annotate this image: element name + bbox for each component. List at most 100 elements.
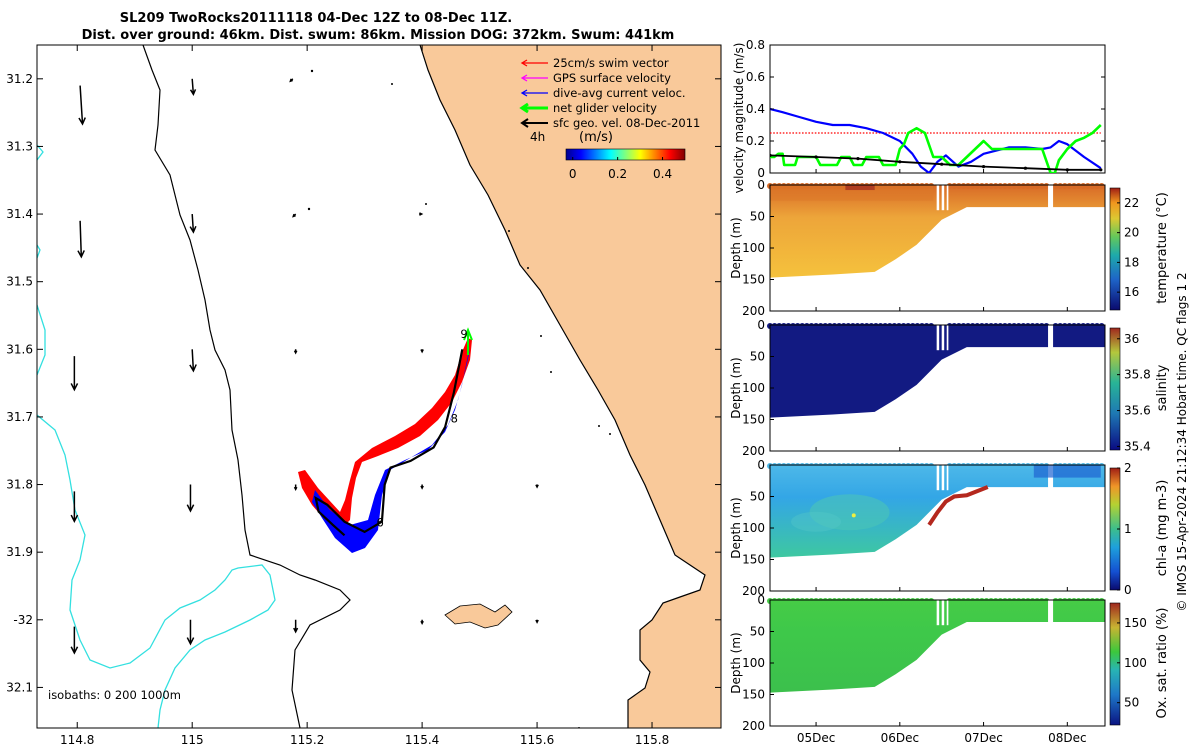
speed-colorbar: 4h (m/s) 0 0.2 0.4 [530, 130, 686, 181]
section-colorbar-tick-label: 36 [1124, 332, 1139, 346]
geo-vector-arrow [186, 484, 195, 513]
coastline [419, 45, 706, 728]
colorbar-label: (m/s) [579, 130, 613, 145]
velocity-point [856, 157, 860, 161]
section-ylabel: Depth (m) [729, 497, 743, 558]
section-data-gap [946, 465, 949, 491]
geo-vector-arrow [77, 220, 85, 259]
legend-net-glider-arrow-icon [519, 102, 548, 114]
velocity-ticks: 0 0.2 0.4 0.6 0.8 [746, 38, 1105, 180]
geo-vector-arrow [70, 491, 79, 523]
day-label: 6 [376, 515, 383, 529]
geo-vector-arrow [186, 619, 195, 646]
section-surface-dot [1098, 183, 1105, 189]
geo-vector-arrow [419, 212, 424, 216]
geo-vector-arrow [189, 78, 197, 97]
map-ytick-label: 31.7 [6, 410, 33, 424]
legend-swim-arrow-icon [520, 59, 548, 67]
geo-vector-arrow [292, 213, 297, 218]
geo-vector-arrow [420, 619, 424, 626]
section-data-gap [946, 325, 949, 351]
geo-vector-arrow [289, 78, 294, 83]
legend-swim: 25cm/s swim vector [553, 56, 669, 70]
geo-vector-arrow [293, 484, 298, 492]
map-ytick-label: 31.2 [6, 72, 33, 86]
section-ytick-label: 150 [742, 553, 765, 567]
section-ytick-label: 0 [757, 593, 765, 607]
section-surface-dot [1098, 598, 1105, 604]
temperature-section: 0 50 100 150 200 Depth (m) 16 18 20 22 temperature… [729, 178, 1170, 318]
velocity-point [1099, 168, 1103, 172]
velocity-ylabel: velocity magnitude (m/s) [732, 43, 746, 194]
section-ytick-label: 100 [742, 656, 765, 670]
map-ytick-label: 31.5 [6, 275, 33, 289]
section-surface-dot [928, 463, 935, 469]
net-glider-velocity-arrow [463, 327, 473, 355]
section-colorbar-tick-label: 35.8 [1124, 368, 1151, 382]
legend-net-glider: net glider velocity [553, 101, 657, 115]
section-colorbar-tick-label: 100 [1124, 656, 1147, 670]
section-xtick-label: 07Dec [964, 731, 1003, 745]
map-legend: 25cm/s swim vector GPS surface velocity … [519, 56, 700, 130]
day-labels: 9 8 6 [376, 327, 467, 530]
colorbar-ticks: 0 0.2 0.4 [569, 157, 672, 181]
isobath-1000m [37, 144, 276, 728]
section-ylabel: Depth (m) [729, 632, 743, 693]
section-ytick-label: 50 [750, 210, 765, 224]
section-data-fill [770, 465, 1105, 558]
legend-gps-arrow-icon [520, 74, 548, 82]
colorbar-tick-label: 0.2 [608, 167, 627, 181]
section-data-gap [1048, 325, 1054, 351]
section-data-gap [936, 185, 940, 211]
isobath-200m [142, 45, 351, 728]
section-ytick-label: 200 [742, 444, 765, 458]
section-ytick-label: 50 [750, 625, 765, 639]
islets [307, 69, 611, 728]
geo-vectors [70, 78, 539, 655]
section-colorbar [1109, 187, 1121, 311]
temperature-warm-spot [845, 185, 875, 191]
section-colorbar [1109, 327, 1121, 451]
section-ytick-label: 0 [757, 458, 765, 472]
credit-text: © IMOS 15-Apr-2024 21:12:34 Hobart time.… [1175, 272, 1189, 611]
section-ytick-label: 150 [742, 688, 765, 702]
velocity-point [1023, 166, 1028, 170]
chla-patch [809, 494, 890, 531]
section-xtick-label: 05Dec [797, 731, 836, 745]
salinity-section: 0 50 100 150 200 Depth (m) 35.4 35.6 35.8 36 salin… [729, 318, 1170, 458]
velocity-ytick-label: 0.8 [746, 38, 765, 52]
chla-surface-band [1033, 465, 1101, 478]
section-colorbar-tick-label: 18 [1124, 255, 1139, 269]
section-colorbar-tick-label: 22 [1124, 196, 1139, 210]
map-frame [36, 44, 722, 729]
section-ytick-label: 100 [742, 241, 765, 255]
chla-spot [851, 513, 856, 518]
section-colorbar-label: chl-a (mg m-3) [1155, 480, 1170, 577]
section-colorbar-tick-label: 0 [1124, 583, 1132, 597]
colorbar-tick-label: 0.4 [653, 167, 672, 181]
map-ytick-label: 31.9 [6, 545, 33, 559]
section-data-gap [941, 465, 945, 491]
section-colorbar-tick-label: 50 [1124, 696, 1139, 710]
geo-vector-arrow [189, 349, 197, 373]
section-ytick-label: 100 [742, 381, 765, 395]
section-data-gap [936, 600, 940, 626]
section-surface-dot [928, 598, 935, 604]
section-ylabel: Depth (m) [729, 217, 743, 278]
velocity-axes [769, 44, 1106, 174]
geo-vector-arrow [535, 484, 539, 489]
section-data-fill [770, 185, 1105, 278]
section-colorbar-tick-label: 35.4 [1124, 439, 1151, 453]
geo-vector-arrow [420, 484, 424, 490]
section-ytick-label: 150 [742, 413, 765, 427]
section-ytick-label: 200 [742, 719, 765, 733]
section-data-gap [946, 600, 949, 626]
velocity-point [981, 165, 986, 169]
section-data-fill [770, 325, 1105, 418]
map-ytick-label: 31.6 [6, 342, 33, 356]
map-xtick-label: 114.8 [60, 733, 94, 747]
map-xtick-label: 115.8 [635, 733, 669, 747]
map-ticks: 114.8 115 115.2 115.4 115.6 115.8 31.2 31.3 31.4… [6, 45, 721, 747]
island [444, 603, 513, 629]
